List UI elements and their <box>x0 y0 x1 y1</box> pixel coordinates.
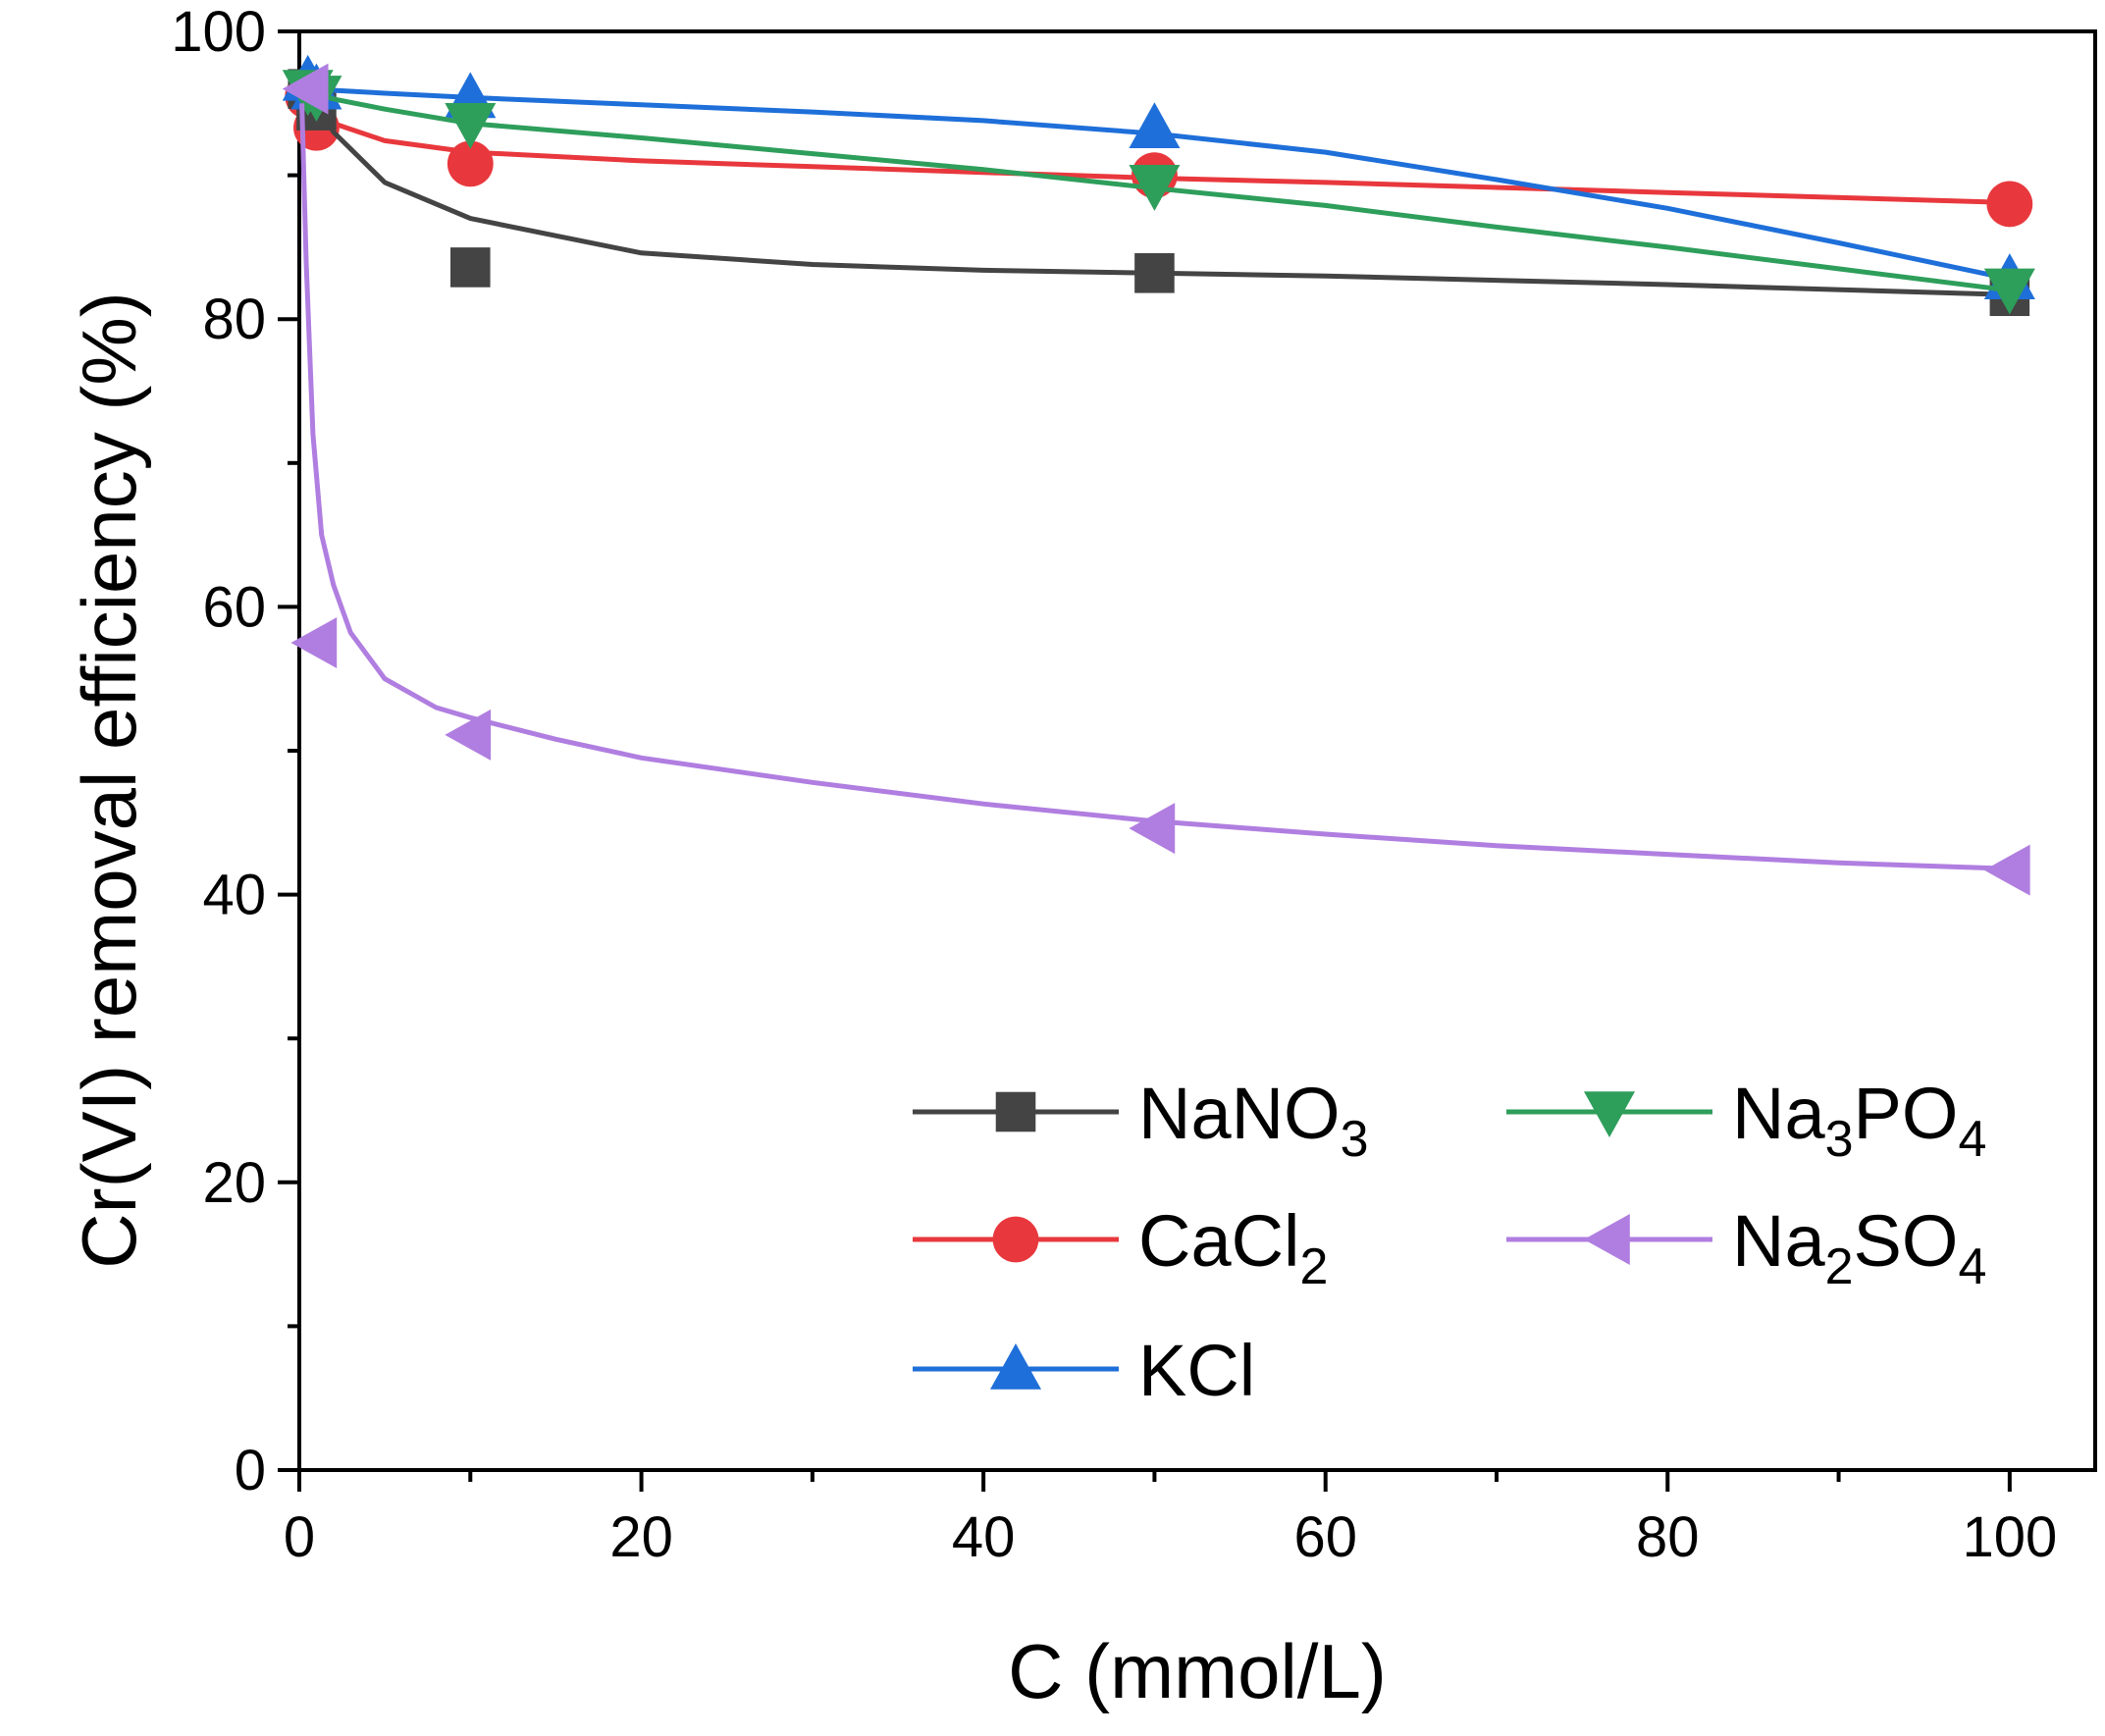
legend-item: Na2SO4 <box>1506 1200 1986 1295</box>
legend-label-text: SO <box>1854 1200 1959 1282</box>
legend-label-subscript: 3 <box>1825 1111 1854 1168</box>
legend-label-text: NaNO <box>1138 1073 1341 1154</box>
x-tick-label: 0 <box>284 1505 315 1569</box>
legend-item: NaNO3 <box>913 1073 1369 1168</box>
legend-marker <box>992 1216 1039 1263</box>
y-axis-title: Cr(VI) removal efficiency (%) <box>66 291 152 1268</box>
series-line <box>305 94 2010 205</box>
legend-label-subscript: 3 <box>1341 1111 1369 1168</box>
data-point <box>450 247 491 288</box>
x-tick-label: 20 <box>609 1505 673 1569</box>
y-tick-label: 60 <box>202 575 266 639</box>
x-tick-label: 80 <box>1636 1505 1700 1569</box>
legend-label-subscript: 2 <box>1825 1238 1854 1295</box>
data-point <box>1129 102 1181 149</box>
series-line <box>307 89 2011 293</box>
series-line <box>299 103 2010 871</box>
x-tick-label: 100 <box>1962 1505 2057 1569</box>
legend-label-text: CaCl <box>1138 1200 1299 1282</box>
data-point <box>445 103 497 149</box>
x-axis-title: C (mmol/L) <box>1008 1628 1387 1714</box>
x-tick-label: 60 <box>1293 1505 1357 1569</box>
data-point <box>1134 253 1175 293</box>
legend-item: CaCl2 <box>913 1200 1328 1295</box>
legend-label-text: Na <box>1732 1200 1825 1282</box>
data-point <box>447 140 494 187</box>
y-tick-label: 20 <box>202 1151 266 1215</box>
legend-label-subscript: 4 <box>1958 1111 1986 1168</box>
x-axis: 0 20 40 60 80 100 <box>284 1470 2057 1569</box>
legend-marker <box>1584 1214 1630 1265</box>
series-line <box>305 87 2010 297</box>
data-point <box>290 617 338 669</box>
series-layer <box>282 54 2035 896</box>
legend-item: Na3PO4 <box>1506 1073 1986 1168</box>
legend-item: KCl <box>913 1330 1255 1411</box>
legend-label: Na2SO4 <box>1732 1200 1986 1295</box>
legend-label: KCl <box>1138 1330 1255 1411</box>
legend-label: CaCl2 <box>1138 1200 1328 1295</box>
x-tick-label: 40 <box>952 1505 1016 1569</box>
y-tick-label: 40 <box>202 864 266 927</box>
legend-marker <box>1584 1091 1635 1137</box>
legend-label-subscript: 2 <box>1299 1238 1328 1295</box>
y-tick-label: 100 <box>171 0 266 64</box>
data-point <box>445 709 492 761</box>
data-point <box>1983 268 2035 315</box>
legend-label-text: PO <box>1854 1073 1959 1154</box>
legend-marker <box>990 1343 1041 1390</box>
legend-label-text: KCl <box>1138 1330 1255 1411</box>
legend-label: Na3PO4 <box>1732 1073 1986 1168</box>
y-axis: 0 20 40 60 80 100 <box>171 0 299 1502</box>
y-tick-label: 0 <box>235 1439 266 1502</box>
legend-label-subscript: 4 <box>1958 1238 1986 1295</box>
legend-label: NaNO3 <box>1138 1073 1369 1168</box>
series-line <box>307 86 2011 282</box>
series-na2so4 <box>282 63 2030 896</box>
data-point <box>1129 165 1181 211</box>
data-point <box>1129 803 1176 855</box>
data-point <box>1983 844 2030 896</box>
legend-label-text: Na <box>1732 1073 1825 1154</box>
data-point <box>282 63 329 115</box>
data-point <box>1986 181 2033 228</box>
legend-marker <box>995 1091 1036 1132</box>
y-tick-label: 80 <box>202 288 266 351</box>
series-cacl2 <box>285 73 2033 228</box>
